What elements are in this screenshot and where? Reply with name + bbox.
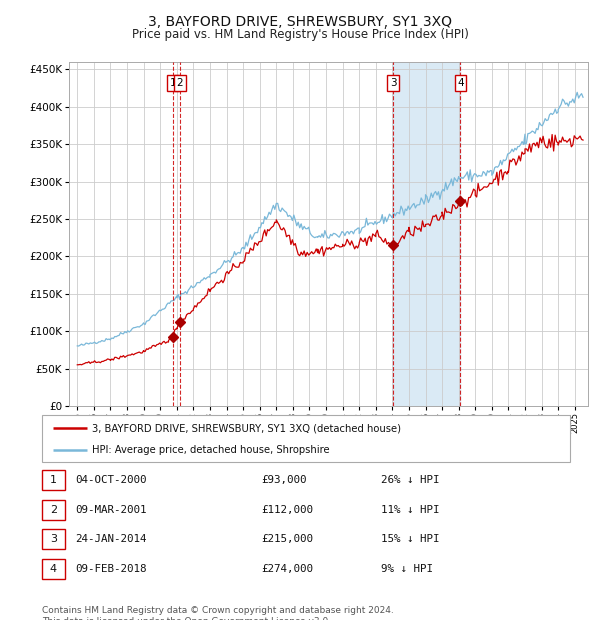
Text: £93,000: £93,000 <box>261 475 307 485</box>
Text: 4: 4 <box>50 564 57 574</box>
Text: 11% ↓ HPI: 11% ↓ HPI <box>381 505 439 515</box>
Text: 1: 1 <box>169 78 176 88</box>
Text: 2: 2 <box>176 78 183 88</box>
Text: 1: 1 <box>50 475 57 485</box>
Bar <box>394 62 460 406</box>
Text: 04-OCT-2000: 04-OCT-2000 <box>75 475 146 485</box>
Text: HPI: Average price, detached house, Shropshire: HPI: Average price, detached house, Shro… <box>92 445 330 455</box>
Text: £112,000: £112,000 <box>261 505 313 515</box>
Text: £274,000: £274,000 <box>261 564 313 574</box>
Text: 26% ↓ HPI: 26% ↓ HPI <box>381 475 439 485</box>
Text: 09-FEB-2018: 09-FEB-2018 <box>75 564 146 574</box>
Text: 24-JAN-2014: 24-JAN-2014 <box>75 534 146 544</box>
Text: 9% ↓ HPI: 9% ↓ HPI <box>381 564 433 574</box>
Text: 3, BAYFORD DRIVE, SHREWSBURY, SY1 3XQ: 3, BAYFORD DRIVE, SHREWSBURY, SY1 3XQ <box>148 16 452 30</box>
Text: 15% ↓ HPI: 15% ↓ HPI <box>381 534 439 544</box>
Text: Contains HM Land Registry data © Crown copyright and database right 2024.
This d: Contains HM Land Registry data © Crown c… <box>42 606 394 620</box>
Text: 2: 2 <box>50 505 57 515</box>
Text: 4: 4 <box>457 78 464 88</box>
Text: 3, BAYFORD DRIVE, SHREWSBURY, SY1 3XQ (detached house): 3, BAYFORD DRIVE, SHREWSBURY, SY1 3XQ (d… <box>92 423 401 433</box>
Text: 3: 3 <box>390 78 397 88</box>
Text: Price paid vs. HM Land Registry's House Price Index (HPI): Price paid vs. HM Land Registry's House … <box>131 28 469 41</box>
Text: £215,000: £215,000 <box>261 534 313 544</box>
Text: 3: 3 <box>50 534 57 544</box>
Text: 09-MAR-2001: 09-MAR-2001 <box>75 505 146 515</box>
